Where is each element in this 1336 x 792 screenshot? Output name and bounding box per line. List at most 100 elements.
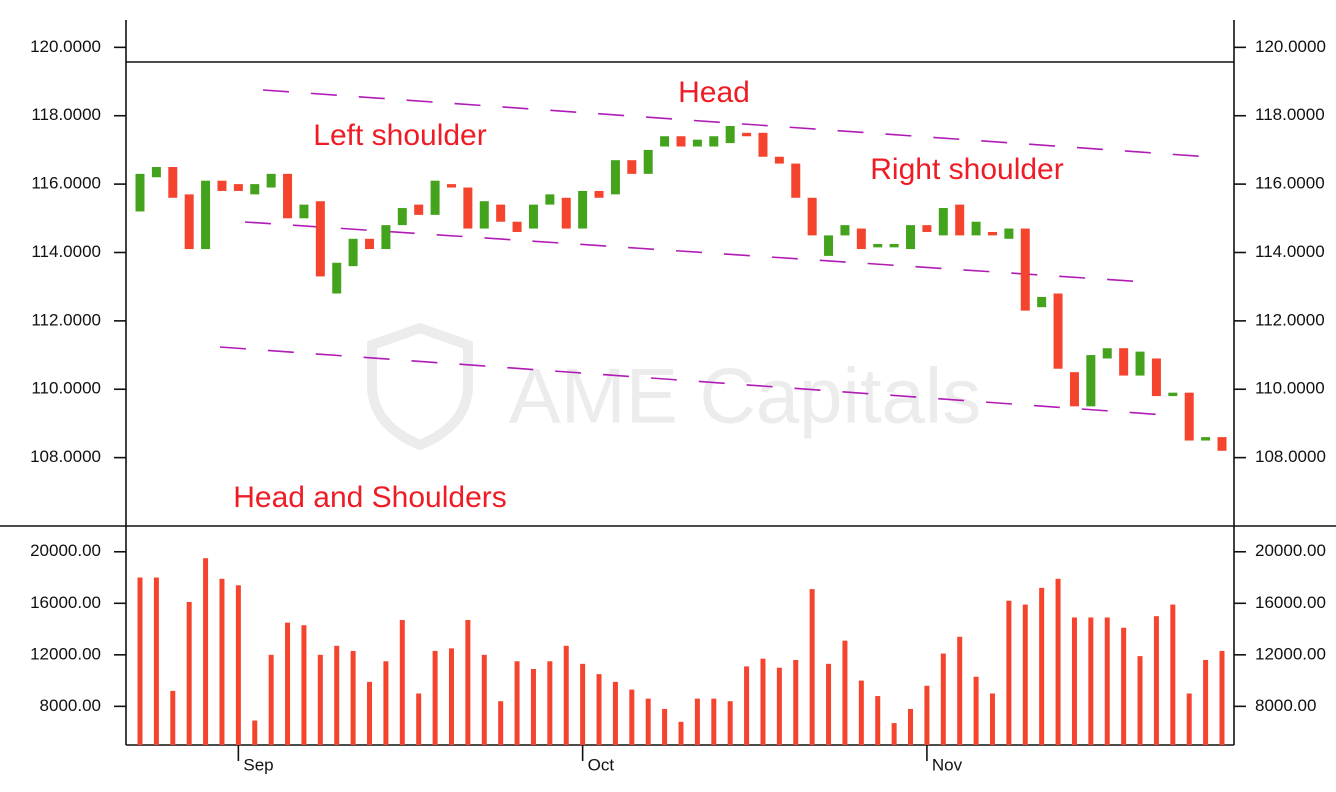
candle-body	[463, 187, 473, 229]
candle-body	[840, 225, 850, 236]
volume-bar	[301, 625, 307, 745]
volume-bar	[334, 645, 340, 745]
volume-bar	[612, 681, 618, 745]
volume-bar	[514, 661, 520, 745]
x-tick-label: Oct	[588, 755, 615, 774]
volume-bar	[350, 650, 356, 745]
candle-body	[774, 156, 784, 164]
candle-body	[1119, 348, 1129, 376]
candle-body	[1053, 293, 1063, 369]
volume-bar	[203, 558, 209, 745]
volume-bar	[940, 653, 946, 745]
volume-bar	[662, 708, 668, 745]
watermark-logo	[367, 322, 473, 451]
volume-bar	[448, 648, 454, 745]
volume-bar	[530, 668, 536, 745]
volume-bar	[432, 650, 438, 745]
candle-body	[1086, 355, 1096, 407]
volume-bar	[399, 620, 405, 745]
candle-body	[873, 243, 883, 248]
y-tick-label: 110.0000	[1255, 379, 1325, 398]
y-tick-label: 108.0000	[1255, 447, 1326, 466]
candle-body	[479, 201, 489, 229]
candle-body	[824, 235, 834, 256]
trend-line	[244, 221, 1146, 283]
volume-bar	[858, 680, 864, 745]
volume-bar	[711, 698, 717, 745]
volume-bar	[1055, 578, 1061, 745]
volume-bar	[1186, 693, 1192, 745]
annotation: Left shoulder	[313, 119, 486, 152]
watermark: AME Capitals	[509, 352, 982, 440]
y-tick-label: 120.0000	[30, 37, 101, 56]
candle-body	[906, 225, 916, 250]
candle-body	[627, 160, 637, 174]
volume-bar	[1170, 604, 1176, 745]
y-tick-label: 8000.00	[40, 696, 101, 715]
candle-body	[528, 204, 538, 229]
candle-body	[955, 204, 965, 236]
y-tick-label: 118.0000	[31, 105, 101, 124]
candle-body	[938, 208, 948, 236]
volume-bar	[563, 645, 569, 745]
candle-body	[1184, 392, 1194, 441]
candle-body	[742, 132, 752, 137]
y-tick-label: 118.0000	[1255, 105, 1325, 124]
candle-body	[1201, 437, 1211, 441]
candle-body	[709, 136, 719, 147]
volume-bar	[678, 721, 684, 745]
volume-bar	[137, 577, 143, 745]
y-tick-label: 12000.00	[30, 644, 101, 663]
candle-body	[643, 149, 653, 174]
trend-lines	[219, 89, 1211, 416]
volume-bar	[809, 589, 815, 745]
candle-body	[660, 136, 670, 147]
volume-bar	[645, 698, 651, 745]
candle-body	[578, 190, 588, 229]
volume-bar	[875, 696, 881, 745]
volume-bar	[596, 674, 602, 745]
x-tick-label: Sep	[243, 755, 273, 774]
candle-body	[299, 204, 309, 219]
volume-bar	[727, 701, 733, 745]
candle-body	[184, 194, 194, 250]
candle-body	[889, 243, 899, 248]
candle-body	[348, 238, 358, 267]
volume-bar	[580, 663, 586, 745]
candle-body	[676, 136, 686, 147]
volume-bar	[1203, 659, 1209, 745]
candle-body	[233, 184, 243, 191]
candle-body	[987, 231, 997, 236]
y-tick-label: 120.0000	[1255, 37, 1326, 56]
volume-bar	[383, 661, 389, 745]
volume-bar	[1104, 617, 1110, 745]
candle-body	[266, 173, 276, 188]
candle-body	[250, 184, 260, 195]
y-tick-label: 12000.00	[1255, 644, 1326, 663]
y-tick-label: 16000.00	[30, 593, 101, 612]
candle-body	[1217, 437, 1227, 451]
candle-body	[381, 225, 391, 250]
volume-bar	[989, 693, 995, 745]
candle-body	[446, 184, 456, 188]
y-tick-label: 16000.00	[1255, 593, 1326, 612]
volume-bar	[973, 676, 979, 745]
volume-bar	[285, 622, 291, 745]
y-tick-label: 114.0000	[1255, 242, 1325, 261]
y-tick-label: 112.0000	[1255, 310, 1325, 329]
volume-bar	[252, 720, 258, 745]
candle-body	[315, 201, 325, 277]
candle-body	[1102, 348, 1112, 359]
candle-body	[594, 190, 604, 198]
volume-bar	[924, 685, 930, 745]
volume-bar	[317, 654, 323, 745]
volume-bar	[1137, 656, 1143, 745]
volume-bar	[219, 578, 225, 745]
candle-body	[561, 197, 571, 229]
volume-bar	[547, 661, 553, 745]
volume-bar	[153, 577, 159, 745]
candle-body	[1168, 392, 1178, 397]
candle-body	[201, 180, 211, 250]
volume-bar	[1219, 650, 1225, 745]
